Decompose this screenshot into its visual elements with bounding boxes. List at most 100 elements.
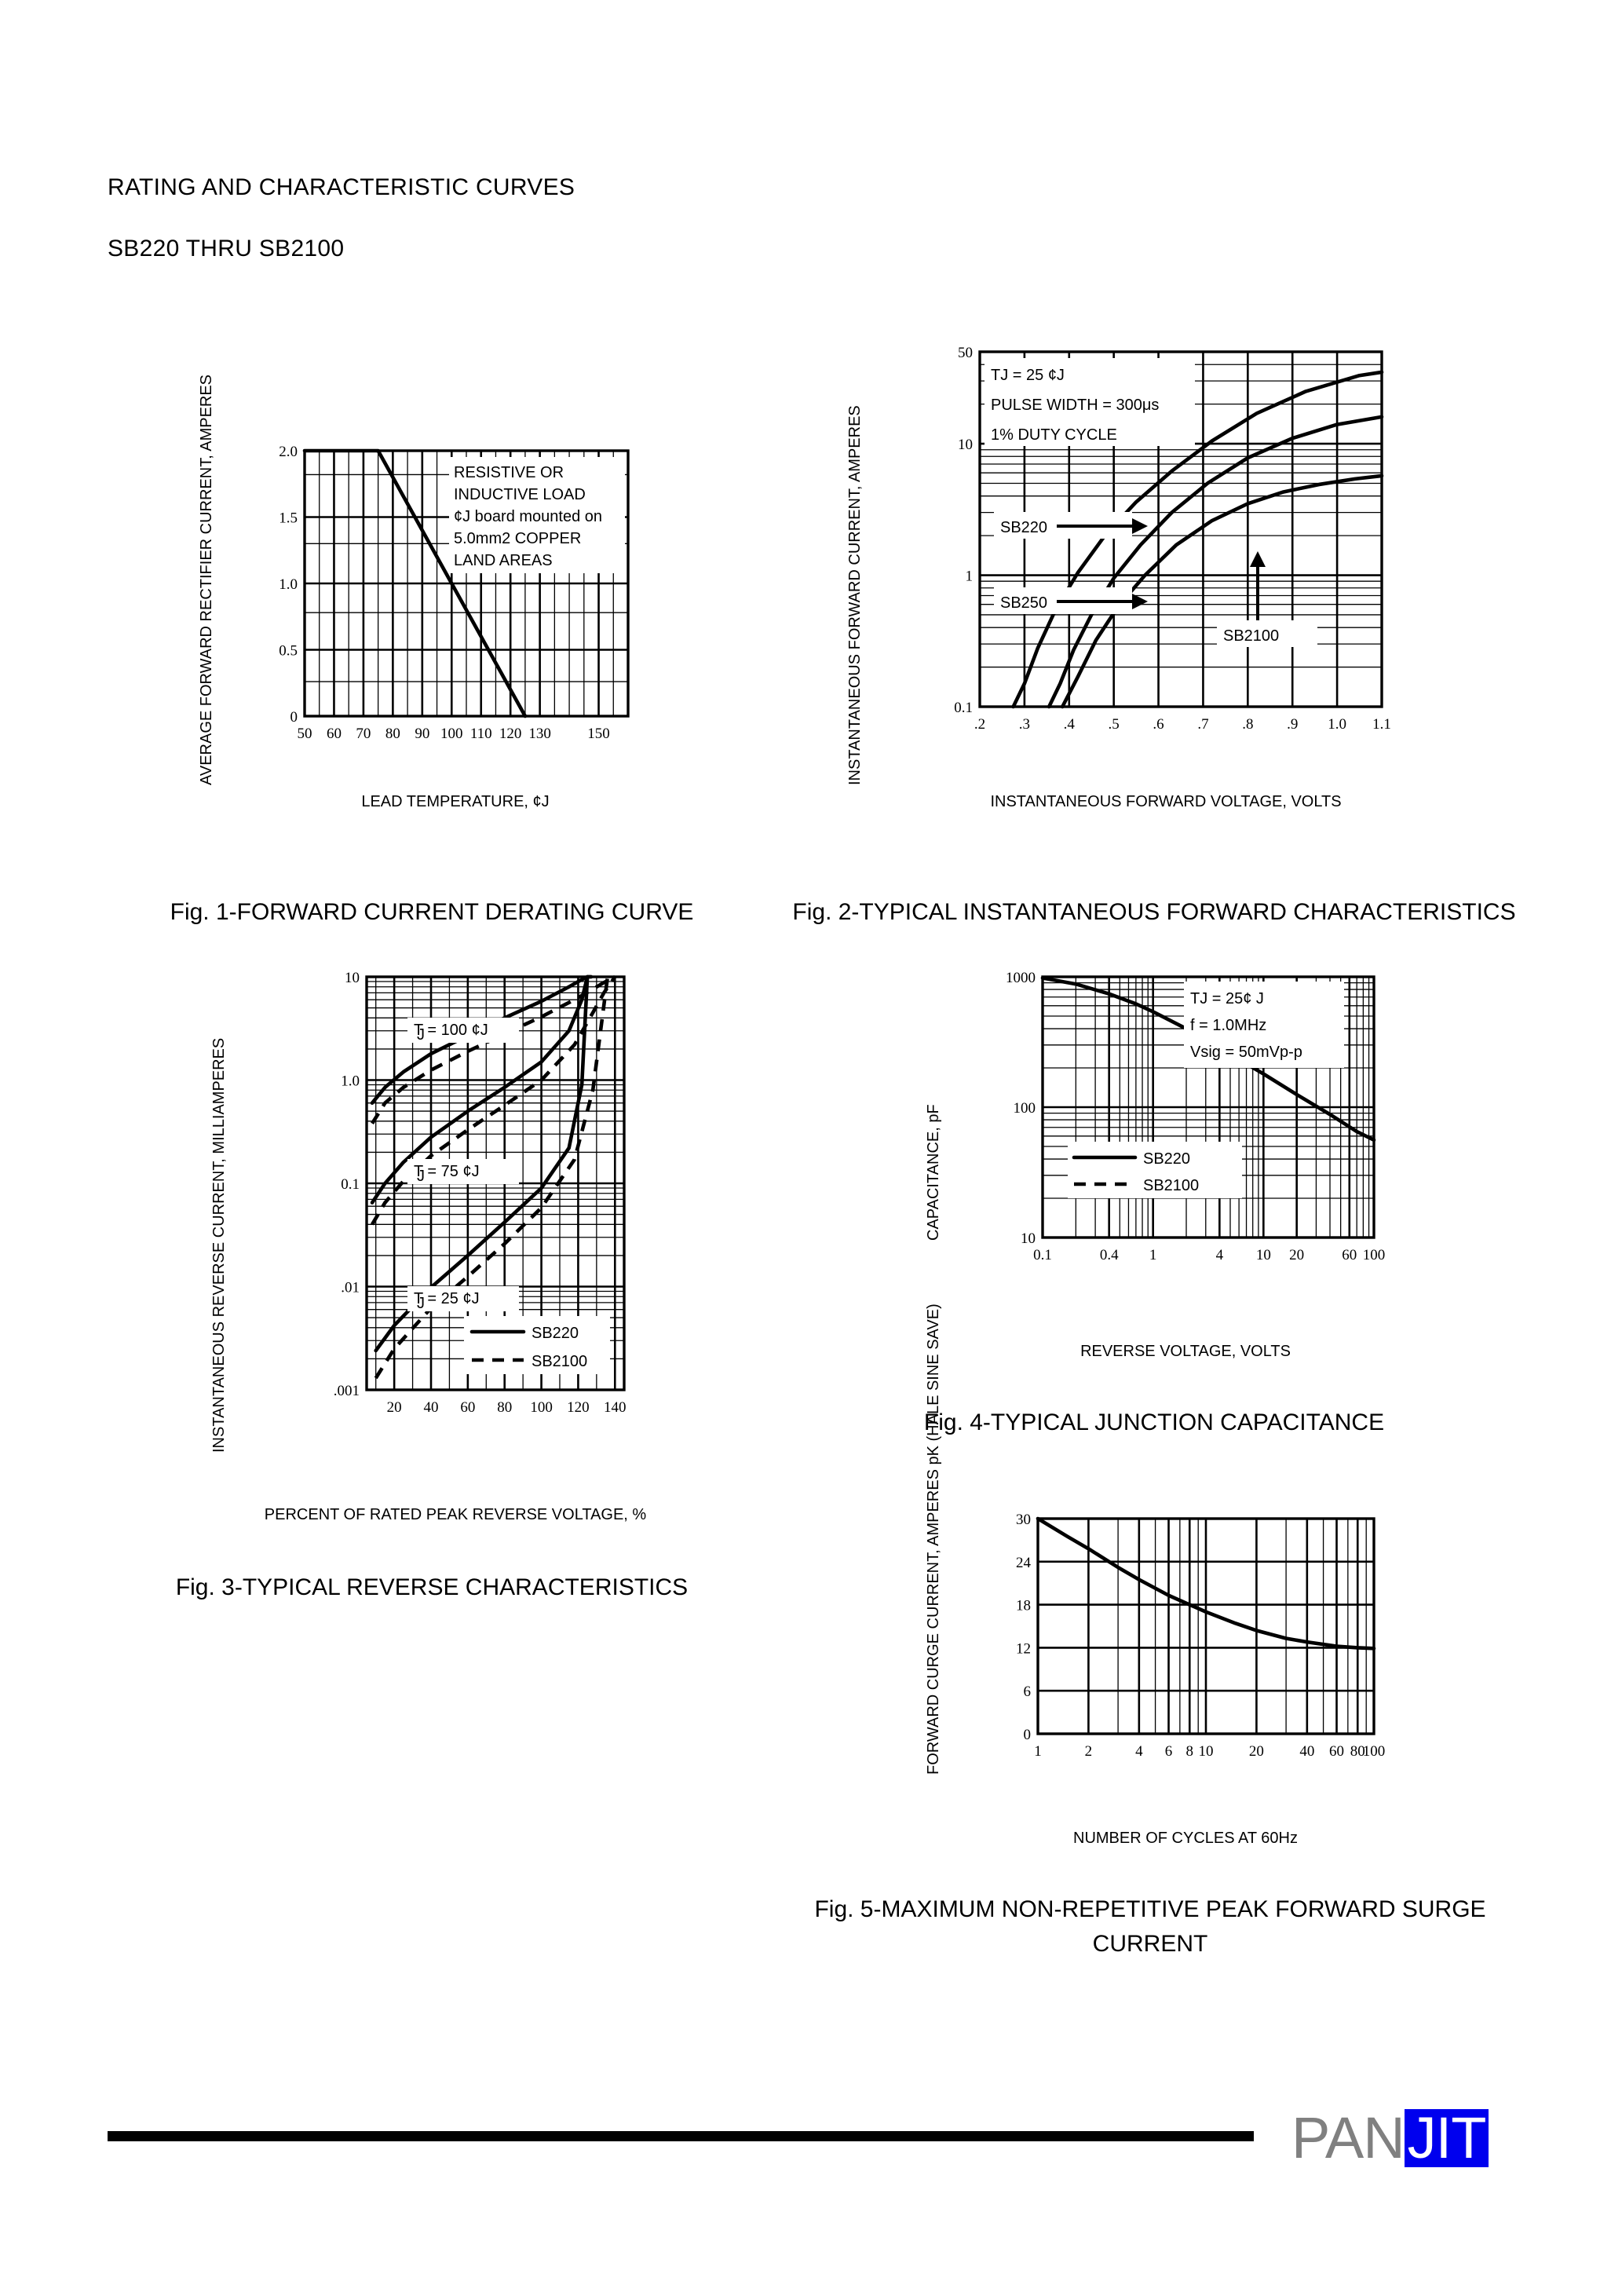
svg-text:SB220: SB220: [532, 1325, 579, 1342]
svg-text:150: 150: [587, 726, 610, 742]
svg-text:100: 100: [1363, 1743, 1386, 1760]
svg-text:20: 20: [1249, 1743, 1264, 1760]
svg-text:4: 4: [1135, 1743, 1143, 1760]
svg-text:0.1: 0.1: [1033, 1247, 1052, 1263]
svg-text:100: 100: [530, 1399, 553, 1416]
figure-3-xlabel: PERCENT OF RATED PEAK REVERSE VOLTAGE, %: [264, 1506, 647, 1523]
svg-text:TJ = 25 ¢J: TJ = 25 ¢J: [991, 367, 1065, 384]
svg-text:0.4: 0.4: [1100, 1247, 1119, 1263]
svg-text:1.1: 1.1: [1372, 716, 1391, 733]
svg-text:.2: .2: [974, 716, 985, 733]
svg-text:SB250: SB250: [1000, 594, 1047, 612]
svg-text:.3: .3: [1019, 716, 1030, 733]
svg-text:5.0mm2 COPPER: 5.0mm2 COPPER: [454, 530, 581, 547]
figure-5-xlabel: NUMBER OF CYCLES AT 60Hz: [1073, 1830, 1298, 1847]
svg-text:80: 80: [497, 1399, 512, 1416]
figure-3-caption: Fig. 3-TYPICAL REVERSE CHARACTERISTICS: [175, 1574, 689, 1600]
svg-text:12: 12: [1016, 1640, 1031, 1657]
logo-jit-text: JIT: [1404, 2109, 1489, 2167]
figure-3-ylabel: INSTANTANEOUS REVERSE CURRENT, MILLIAMPE…: [210, 1037, 228, 1453]
svg-text:130: 130: [528, 726, 551, 742]
svg-text:8: 8: [1186, 1743, 1194, 1760]
svg-text:RESISTIVE OR: RESISTIVE OR: [454, 464, 564, 481]
figure-4-xlabel: REVERSE VOLTAGE, VOLTS: [1080, 1343, 1291, 1360]
svg-text:70: 70: [356, 726, 371, 742]
svg-text:.7: .7: [1197, 716, 1208, 733]
svg-text:1: 1: [1034, 1743, 1042, 1760]
svg-text:1: 1: [1149, 1247, 1157, 1263]
figure-1-chart: 0 0.5 1.0 1.5 2.0 50 60 70 80 90 100 110 120 130 150 RE…: [259, 440, 652, 754]
svg-text:0.5: 0.5: [279, 643, 298, 660]
svg-text:.8: .8: [1242, 716, 1253, 733]
svg-text:.9: .9: [1287, 716, 1298, 733]
svg-text:20: 20: [1289, 1247, 1304, 1263]
figure-5-caption: Fig. 5-MAXIMUM NON-REPETITIVE PEAK FORWA…: [814, 1896, 1486, 1957]
svg-text:60: 60: [1342, 1247, 1357, 1263]
panjit-logo: PAN JIT: [1291, 2109, 1489, 2167]
svg-text:1: 1: [966, 569, 974, 585]
svg-text:80: 80: [385, 726, 400, 742]
svg-text:100: 100: [440, 726, 463, 742]
svg-text:INDUCTIVE LOAD: INDUCTIVE LOAD: [454, 486, 586, 503]
svg-text:T = 25 ¢J: T = 25 ¢J: [414, 1290, 480, 1307]
svg-text:50: 50: [298, 726, 312, 742]
svg-text:4: 4: [1216, 1247, 1224, 1263]
figure-4-chart: 10 100 1000 0.1 0.4 1 4 10 20 60 100 TJ = 25¢ J f = …: [981, 966, 1397, 1288]
svg-text:6: 6: [1024, 1684, 1032, 1700]
svg-text:6: 6: [1165, 1743, 1173, 1760]
figure-2-caption: Fig. 2-TYPICAL INSTANTANEOUS FORWARD CHA…: [792, 899, 1516, 925]
svg-text:100: 100: [1363, 1247, 1386, 1263]
svg-text:2.0: 2.0: [279, 444, 298, 460]
figure-3-chart: .001 .01 0.1 1.0 10 20 40 60 80 100 120 140 T = 100 …: [310, 966, 648, 1437]
svg-text:SB220: SB220: [1143, 1150, 1190, 1168]
svg-text:60: 60: [1329, 1743, 1344, 1760]
svg-text:PULSE WIDTH = 300μs: PULSE WIDTH = 300μs: [991, 397, 1159, 414]
svg-text:0: 0: [290, 709, 298, 726]
svg-text:T = 75 ¢J: T = 75 ¢J: [414, 1163, 480, 1180]
svg-text:SB2100: SB2100: [1143, 1177, 1199, 1194]
svg-text:10: 10: [1199, 1743, 1214, 1760]
figure-1-caption: Fig. 1-FORWARD CURRENT DERATING CURVE: [170, 899, 694, 925]
svg-text:40: 40: [424, 1399, 439, 1416]
svg-text:TJ = 25¢ J: TJ = 25¢ J: [1190, 990, 1264, 1007]
svg-text:30: 30: [1016, 1512, 1031, 1528]
figure-5-chart: 0 6 12 18 24 30 1 2 4 6 8 10 20 40 60 80 100: [981, 1508, 1397, 1775]
svg-text:120: 120: [499, 726, 522, 742]
svg-text:1.5: 1.5: [279, 510, 298, 527]
svg-text:110: 110: [470, 726, 492, 742]
svg-text:10: 10: [345, 970, 360, 986]
figure-1-xlabel: LEAD TEMPERATURE, ¢J: [361, 793, 550, 810]
svg-text:SB2100: SB2100: [532, 1353, 587, 1370]
svg-text:Vsig = 50mVp-p: Vsig = 50mVp-p: [1190, 1044, 1302, 1061]
svg-text:1.0: 1.0: [1328, 716, 1346, 733]
svg-text:f = 1.0MHz: f = 1.0MHz: [1190, 1017, 1266, 1034]
svg-text:.5: .5: [1109, 716, 1120, 733]
page-title: RATING AND CHARACTERISTIC CURVES: [108, 174, 575, 200]
svg-text:.6: .6: [1153, 716, 1164, 733]
svg-text:10: 10: [958, 437, 973, 453]
svg-text:100: 100: [1014, 1100, 1036, 1117]
svg-text:0.1: 0.1: [954, 700, 973, 716]
figure-1-ylabel: AVERAGE FORWARD RECTIFIER CURRENT, AMPER…: [198, 374, 215, 785]
svg-text:SB2100: SB2100: [1223, 627, 1279, 645]
svg-text:.001: .001: [334, 1383, 360, 1399]
svg-text:10: 10: [1256, 1247, 1271, 1263]
svg-text:18: 18: [1016, 1598, 1031, 1614]
svg-text:1.0: 1.0: [279, 576, 298, 593]
footer-rule: [108, 2131, 1254, 2141]
figure-2-xlabel: INSTANTANEOUS FORWARD VOLTAGE, VOLTS: [990, 793, 1342, 810]
svg-text:1.0: 1.0: [341, 1073, 360, 1090]
svg-text:24: 24: [1016, 1555, 1032, 1571]
svg-text:0: 0: [1024, 1727, 1032, 1743]
svg-text:120: 120: [567, 1399, 590, 1416]
svg-text:T = 100 ¢J: T = 100 ¢J: [414, 1022, 488, 1039]
svg-text:SB220: SB220: [1000, 519, 1047, 536]
svg-text:2: 2: [1085, 1743, 1093, 1760]
svg-text:.4: .4: [1064, 716, 1076, 733]
svg-text:J: J: [417, 1295, 425, 1312]
figure-5-ylabel: FORWARD CURGE CURRENT, AMPERES pK (HALE …: [925, 1303, 942, 1775]
svg-text:1000: 1000: [1006, 970, 1036, 986]
svg-text:10: 10: [1021, 1230, 1036, 1247]
svg-text:60: 60: [327, 726, 342, 742]
